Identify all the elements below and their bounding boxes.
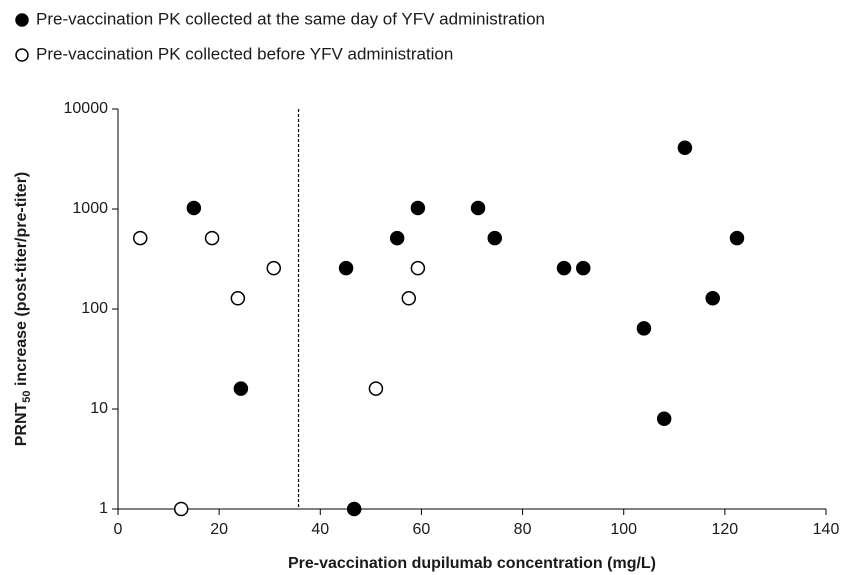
data-point (233, 381, 249, 396)
x-tick-label: 100 (610, 521, 637, 538)
data-point (677, 140, 693, 156)
x-tick-label: 0 (114, 521, 123, 538)
data-point (204, 230, 220, 246)
data-point (487, 230, 503, 246)
legend-marker (15, 48, 29, 62)
data-point (346, 501, 362, 517)
data-point (576, 260, 591, 276)
x-tick-label: 140 (813, 521, 840, 538)
data-point (230, 291, 246, 306)
y-tick-label: 1 (99, 500, 108, 517)
y-axis-title-main: PRNT (13, 402, 30, 446)
data-point (636, 321, 652, 336)
data-point (470, 200, 486, 216)
y-axis-title: PRNT50 increase (post-titer/pre-titer) (13, 172, 33, 447)
y-tick-label: 10000 (64, 100, 109, 117)
y-axis-title-rest: increase (post-titer/pre-titer) (13, 172, 30, 391)
legend-marker (15, 13, 29, 27)
x-tick-label: 120 (712, 521, 739, 538)
data-point (389, 230, 405, 246)
data-point (401, 291, 417, 306)
data-point (368, 381, 384, 396)
x-axis-title: Pre-vaccination dupilumab concentration … (288, 555, 656, 572)
y-tick-label: 1000 (72, 200, 108, 217)
legend-text: Pre-vaccination PK collected before YFV … (36, 44, 453, 63)
data-point (556, 260, 572, 276)
data-point (705, 291, 720, 306)
y-axis-title-sub: 50 (21, 390, 33, 402)
y-tick-label: 100 (81, 300, 108, 317)
data-point (186, 200, 202, 216)
x-tick-label: 80 (514, 521, 532, 538)
data-point (133, 230, 148, 246)
x-tick-label: 60 (413, 521, 431, 538)
x-tick-label: 40 (311, 521, 329, 538)
x-tick-label: 20 (210, 521, 228, 538)
data-point (729, 230, 745, 246)
data-point (266, 260, 282, 276)
data-point (410, 260, 426, 276)
legend-text: Pre-vaccination PK collected at the same… (36, 9, 545, 28)
data-point (656, 411, 672, 426)
y-tick-label: 10 (90, 400, 108, 417)
data-point (410, 200, 426, 216)
data-point (173, 501, 189, 517)
data-point (338, 260, 354, 276)
